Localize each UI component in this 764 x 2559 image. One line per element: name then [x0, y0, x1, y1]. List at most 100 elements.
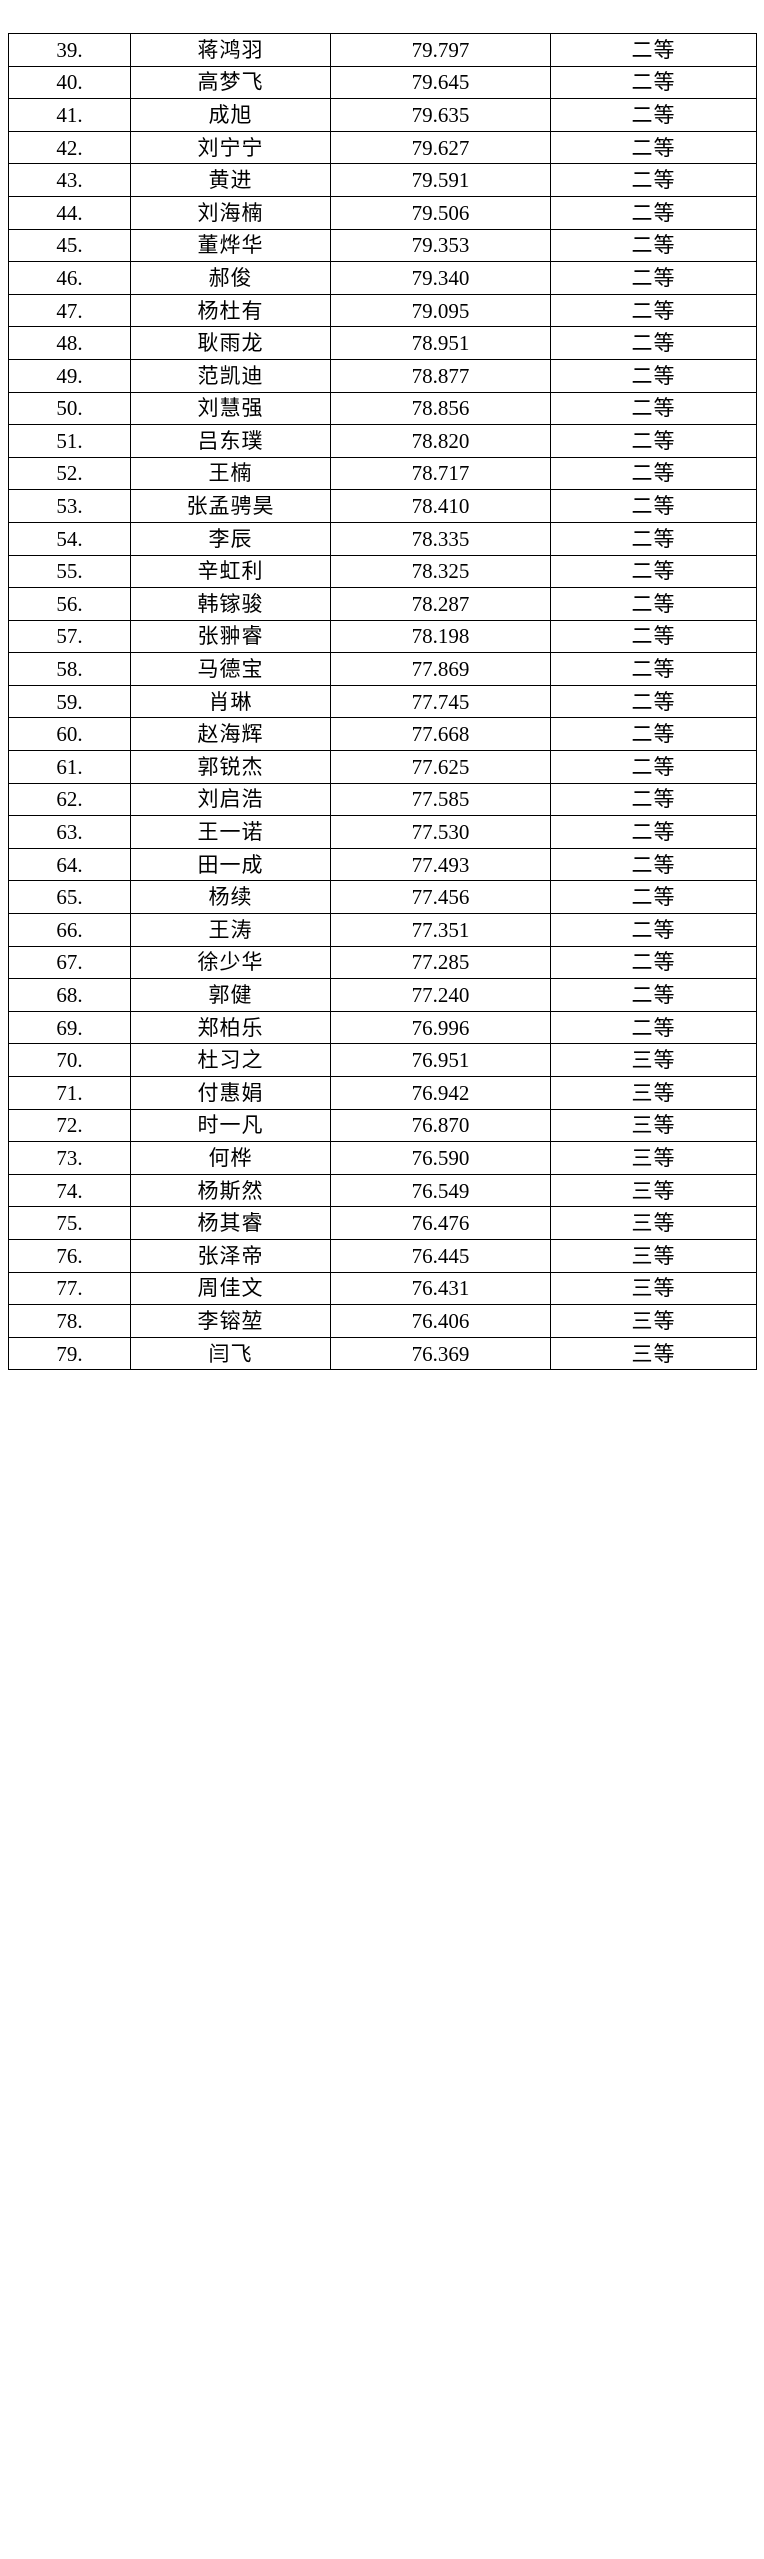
table-row: 79. 闫飞 76.369 三等	[8, 1336, 757, 1371]
cell-name: 赵海辉	[130, 717, 331, 752]
cell-name: 李镕堃	[130, 1304, 331, 1338]
cell-score: 78.410	[330, 489, 551, 523]
table-row: 67. 徐少华 77.285 二等	[8, 945, 757, 980]
cell-grade: 二等	[550, 195, 757, 230]
table-row: 39. 蒋鸿羽 79.797 二等	[8, 33, 757, 67]
cell-grade: 三等	[550, 1141, 757, 1175]
cell-name: 黄进	[130, 163, 331, 197]
table-row: 62. 刘启浩 77.585 二等	[8, 782, 757, 817]
table-row: 76. 张泽帝 76.445 三等	[8, 1238, 757, 1273]
cell-rank: 72.	[8, 1108, 131, 1143]
cell-grade: 三等	[550, 1238, 757, 1273]
cell-name: 杨杜有	[130, 293, 331, 328]
cell-name: 张泽帝	[130, 1238, 331, 1273]
cell-rank: 46.	[8, 261, 131, 295]
table-row: 66. 王涛 77.351 二等	[8, 913, 757, 947]
cell-rank: 78.	[8, 1304, 131, 1338]
cell-rank: 64.	[8, 847, 131, 882]
ranking-table-body: 39. 蒋鸿羽 79.797 二等 40. 高梦飞 79.645 二等 41. 成旭 79.635 二…	[8, 33, 757, 1371]
cell-grade: 二等	[550, 326, 757, 360]
cell-grade: 三等	[550, 1304, 757, 1338]
cell-grade: 二等	[550, 33, 757, 67]
table-row: 50. 刘慧强 78.856 二等	[8, 391, 757, 426]
cell-rank: 41.	[8, 98, 131, 132]
cell-rank: 56.	[8, 587, 131, 621]
table-row: 74. 杨斯然 76.549 三等	[8, 1173, 757, 1208]
cell-name: 刘宁宁	[130, 130, 331, 165]
cell-name: 蒋鸿羽	[130, 33, 331, 67]
cell-score: 77.351	[330, 913, 551, 947]
cell-score: 78.717	[330, 456, 551, 491]
cell-grade: 三等	[550, 1043, 757, 1077]
table-row: 78. 李镕堃 76.406 三等	[8, 1304, 757, 1338]
cell-score: 76.870	[330, 1108, 551, 1143]
cell-score: 79.353	[330, 228, 551, 263]
cell-name: 高梦飞	[130, 65, 331, 100]
table-row: 64. 田一成 77.493 二等	[8, 847, 757, 882]
cell-name: 时一凡	[130, 1108, 331, 1143]
cell-rank: 61.	[8, 750, 131, 784]
cell-score: 76.996	[330, 1010, 551, 1045]
cell-rank: 77.	[8, 1271, 131, 1306]
cell-rank: 74.	[8, 1173, 131, 1208]
cell-score: 79.506	[330, 195, 551, 230]
cell-name: 付惠娟	[130, 1076, 331, 1110]
cell-score: 78.325	[330, 554, 551, 589]
cell-grade: 二等	[550, 587, 757, 621]
cell-grade: 二等	[550, 619, 757, 654]
cell-grade: 二等	[550, 228, 757, 263]
table-row: 65. 杨续 77.456 二等	[8, 880, 757, 915]
table-row: 48. 耿雨龙 78.951 二等	[8, 326, 757, 360]
table-row: 47. 杨杜有 79.095 二等	[8, 293, 757, 328]
table-row: 45. 董烨华 79.353 二等	[8, 228, 757, 263]
cell-grade: 二等	[550, 717, 757, 752]
cell-grade: 二等	[550, 913, 757, 947]
cell-score: 76.549	[330, 1173, 551, 1208]
table-row: 70. 杜习之 76.951 三等	[8, 1043, 757, 1077]
cell-rank: 67.	[8, 945, 131, 980]
cell-name: 杨斯然	[130, 1173, 331, 1208]
cell-score: 77.456	[330, 880, 551, 915]
cell-score: 77.745	[330, 684, 551, 719]
cell-grade: 二等	[550, 65, 757, 100]
cell-score: 76.590	[330, 1141, 551, 1175]
cell-score: 78.287	[330, 587, 551, 621]
table-row: 61. 郭锐杰 77.625 二等	[8, 750, 757, 784]
table-row: 69. 郑柏乐 76.996 二等	[8, 1010, 757, 1045]
table-row: 63. 王一诺 77.530 二等	[8, 815, 757, 849]
cell-name: 杜习之	[130, 1043, 331, 1077]
cell-score: 79.635	[330, 98, 551, 132]
cell-name: 辛虹利	[130, 554, 331, 589]
cell-rank: 43.	[8, 163, 131, 197]
cell-score: 79.591	[330, 163, 551, 197]
cell-grade: 三等	[550, 1173, 757, 1208]
cell-score: 77.493	[330, 847, 551, 882]
cell-name: 王涛	[130, 913, 331, 947]
cell-grade: 二等	[550, 163, 757, 197]
cell-score: 77.585	[330, 782, 551, 817]
cell-rank: 66.	[8, 913, 131, 947]
table-row: 59. 肖琳 77.745 二等	[8, 684, 757, 719]
cell-name: 郭健	[130, 978, 331, 1012]
cell-rank: 51.	[8, 424, 131, 458]
cell-rank: 71.	[8, 1076, 131, 1110]
cell-rank: 60.	[8, 717, 131, 752]
table-row: 52. 王楠 78.717 二等	[8, 456, 757, 491]
cell-name: 杨其睿	[130, 1206, 331, 1240]
table-row: 71. 付惠娟 76.942 三等	[8, 1076, 757, 1110]
cell-grade: 二等	[550, 261, 757, 295]
cell-score: 79.797	[330, 33, 551, 67]
cell-rank: 39.	[8, 33, 131, 67]
cell-rank: 42.	[8, 130, 131, 165]
cell-rank: 54.	[8, 521, 131, 556]
table-row: 41. 成旭 79.635 二等	[8, 98, 757, 132]
table-row: 58. 马德宝 77.869 二等	[8, 652, 757, 686]
cell-score: 78.335	[330, 521, 551, 556]
cell-grade: 二等	[550, 521, 757, 556]
table-row: 73. 何桦 76.590 三等	[8, 1141, 757, 1175]
table-row: 75. 杨其睿 76.476 三等	[8, 1206, 757, 1240]
cell-rank: 69.	[8, 1010, 131, 1045]
cell-rank: 75.	[8, 1206, 131, 1240]
cell-name: 刘启浩	[130, 782, 331, 817]
cell-score: 76.942	[330, 1076, 551, 1110]
